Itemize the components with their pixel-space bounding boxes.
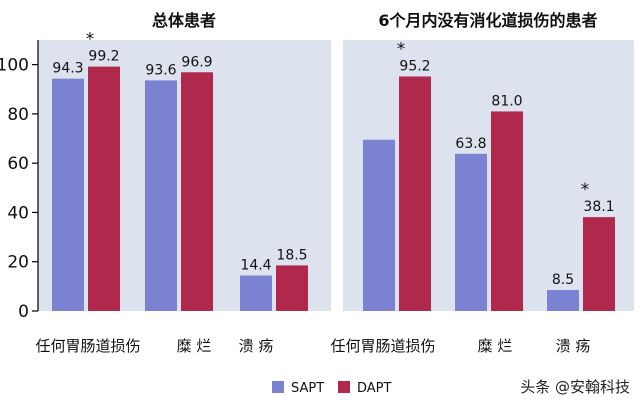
data-label: 99.2 bbox=[88, 49, 119, 65]
bar-sapt bbox=[455, 153, 487, 311]
x-category-label: 溃 疡 bbox=[239, 337, 274, 355]
data-label: 8.5 bbox=[552, 272, 574, 288]
significance-marker: * bbox=[581, 180, 590, 200]
bar-sapt bbox=[145, 80, 177, 312]
y-tick-label: 100 bbox=[0, 56, 29, 76]
significance-marker: * bbox=[86, 30, 95, 50]
data-label: 93.6 bbox=[145, 62, 176, 78]
data-label: 81.0 bbox=[491, 93, 522, 109]
y-tick-label: 0 bbox=[18, 302, 29, 322]
x-category-label: 糜 烂 bbox=[478, 337, 513, 355]
data-label: 96.9 bbox=[181, 54, 212, 70]
data-label: 95.2 bbox=[399, 58, 430, 74]
x-category-label: 溃 疡 bbox=[556, 337, 591, 355]
data-label: 14.4 bbox=[240, 258, 271, 274]
bar-dapt bbox=[583, 217, 615, 311]
legend-label-dapt: DAPT bbox=[357, 381, 392, 396]
bar-dapt bbox=[181, 72, 213, 311]
bar-dapt bbox=[399, 76, 431, 311]
bar-dapt bbox=[491, 111, 523, 311]
chart-title: 总体患者 bbox=[152, 11, 216, 30]
data-label: 18.5 bbox=[276, 247, 307, 263]
bar-sapt bbox=[240, 275, 272, 311]
data-label: 94.3 bbox=[52, 61, 83, 77]
y-tick-label: 80 bbox=[7, 105, 29, 125]
legend-swatch-dapt bbox=[338, 381, 350, 393]
data-label: 38.1 bbox=[583, 199, 614, 215]
bar-sapt bbox=[547, 290, 579, 311]
bar-dapt bbox=[276, 265, 308, 311]
legend: SAPT DAPT bbox=[272, 381, 392, 396]
y-tick-label: 40 bbox=[7, 203, 29, 223]
bar-sapt bbox=[363, 139, 395, 311]
y-tick-label: 60 bbox=[7, 154, 29, 174]
x-category-label: 糜 烂 bbox=[177, 337, 212, 355]
data-label: 63.8 bbox=[455, 136, 486, 152]
legend-swatch-sapt bbox=[272, 381, 284, 393]
bar-dapt bbox=[88, 66, 120, 311]
y-tick-label: 20 bbox=[7, 253, 29, 273]
chart-title: 6个月内没有消化道损伤的患者 bbox=[378, 11, 597, 30]
watermark-text: 头条 @安翰科技 bbox=[520, 378, 630, 396]
x-category-label: 任何胃肠道损伤 bbox=[35, 337, 140, 355]
x-category-label: 任何胃肠道损伤 bbox=[330, 337, 435, 355]
chart-panel-1: 总体患者 0 20 40 60 80 100 94.3 99.2* 任何胃肠道损伤 93.6 96.9… bbox=[0, 11, 331, 355]
legend-label-sapt: SAPT bbox=[291, 381, 324, 396]
significance-marker: * bbox=[397, 39, 406, 59]
bar-sapt bbox=[52, 78, 84, 311]
